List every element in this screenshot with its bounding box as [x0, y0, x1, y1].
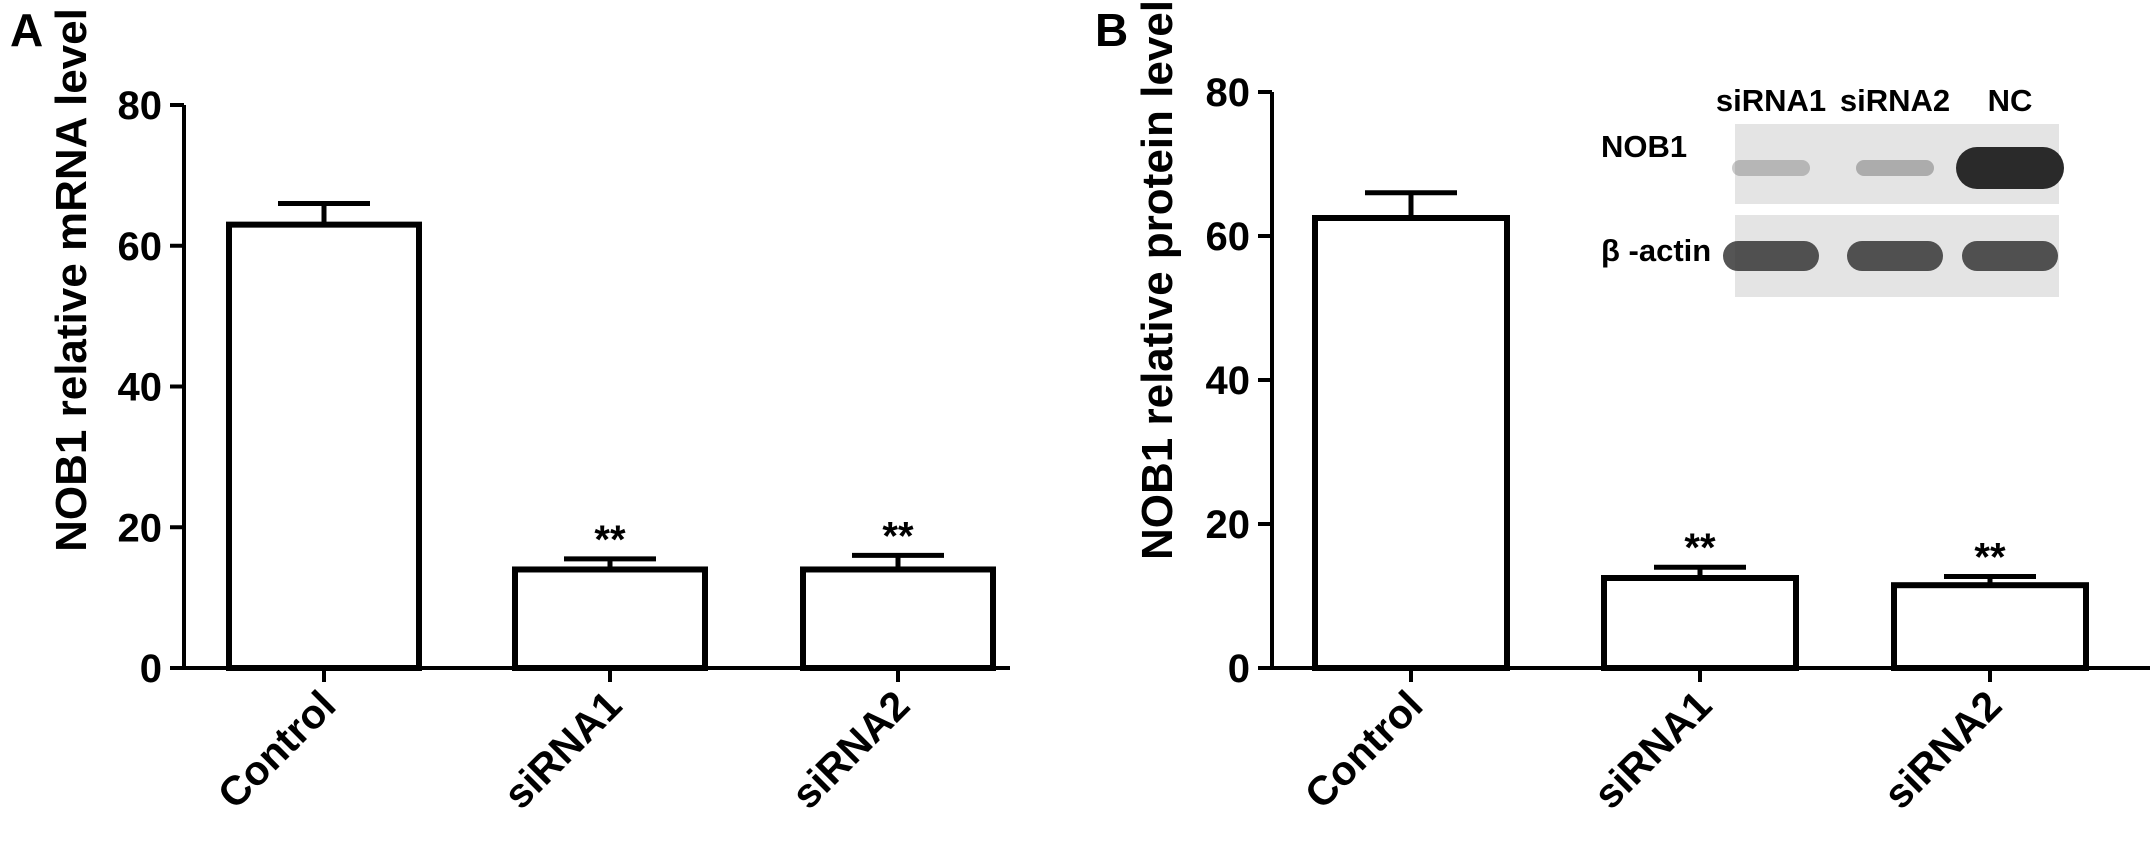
bar-Control — [1312, 215, 1510, 671]
blot-lane-label-NC: NC — [1988, 83, 2033, 118]
y-tick-label: 80 — [1206, 71, 1251, 115]
blot-band — [1847, 241, 1943, 271]
x-tick-label-siRNA2: siRNA2 — [783, 682, 919, 818]
x-tick-label-Control: Control — [209, 682, 345, 818]
x-tick-label-siRNA1: siRNA1 — [495, 682, 631, 818]
y-tick-label: 0 — [140, 647, 162, 691]
blot-band — [1732, 160, 1810, 176]
bar-siRNA2 — [1891, 582, 2089, 672]
panel-a: A NOB1 relative mRNA level 0 20 40 60 80 Cont… — [10, 4, 1010, 817]
blot-row-label-beta-actin: β -actin — [1601, 233, 1711, 268]
y-tick-label: 20 — [1206, 503, 1251, 547]
significance-label: ** — [1684, 526, 1716, 570]
western-blot-inset: siRNA1 siRNA2 NC NOB1 β -actin — [1601, 83, 2064, 297]
bar-siRNA1 — [512, 566, 708, 671]
panel-b: B NOB1 relative protein level 0 20 40 60 80 C… — [1095, 0, 2150, 817]
blot-row-label-NOB1: NOB1 — [1601, 129, 1687, 164]
blot-lane-label-siRNA2: siRNA2 — [1840, 83, 1950, 118]
bar-Control — [226, 221, 422, 671]
panel-b-y-axis-label: NOB1 relative protein level — [1133, 0, 1182, 560]
y-tick-label: 60 — [118, 225, 163, 269]
significance-label: ** — [1974, 536, 2006, 580]
y-tick-label: 60 — [1206, 215, 1251, 259]
y-tick-label: 40 — [1206, 359, 1251, 403]
blot-band — [1856, 160, 1934, 176]
x-tick-label-Control: Control — [1296, 682, 1432, 818]
bar-siRNA1 — [1601, 575, 1799, 671]
blot-band — [1723, 241, 1819, 271]
panel-a-letter: A — [10, 4, 43, 56]
panel-a-y-axis-label: NOB1 relative mRNA level — [47, 8, 96, 552]
x-tick-label-siRNA2: siRNA2 — [1875, 682, 2011, 818]
significance-label: ** — [594, 518, 626, 562]
significance-label: ** — [882, 514, 914, 558]
y-tick-label: 40 — [118, 366, 163, 410]
y-tick-label: 80 — [118, 84, 163, 128]
blot-band — [1962, 241, 2058, 271]
blot-band — [1956, 147, 2064, 189]
y-tick-label: 20 — [118, 506, 163, 550]
blot-images — [1723, 124, 2064, 297]
blot-lane-label-siRNA1: siRNA1 — [1716, 83, 1826, 118]
x-tick-label-siRNA1: siRNA1 — [1585, 682, 1721, 818]
panel-b-letter: B — [1095, 4, 1128, 56]
y-tick-label: 0 — [1228, 647, 1250, 691]
bar-siRNA2 — [800, 566, 996, 671]
